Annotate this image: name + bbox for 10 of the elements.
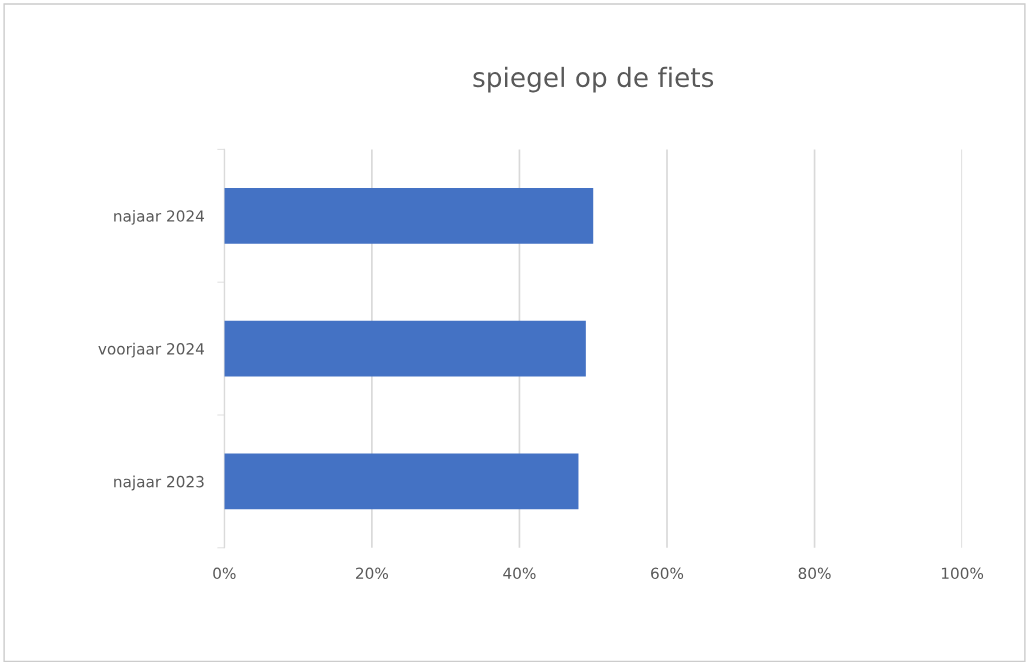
y-tick-label: najaar 2024 — [114, 210, 205, 225]
x-tick-label: 40% — [503, 567, 536, 580]
y-tick-label: najaar 2023 — [114, 475, 204, 491]
x-tick-label: 60% — [651, 567, 684, 580]
chart-title: spiegel op de fiets — [473, 66, 714, 93]
y-tick-label: voorjaar 2024 — [98, 342, 205, 358]
x-tick-label: 80% — [798, 567, 831, 580]
x-tick-label: 100% — [941, 567, 984, 580]
x-tick-label: 0% — [213, 567, 236, 580]
x-tick-label: 20% — [356, 567, 389, 580]
